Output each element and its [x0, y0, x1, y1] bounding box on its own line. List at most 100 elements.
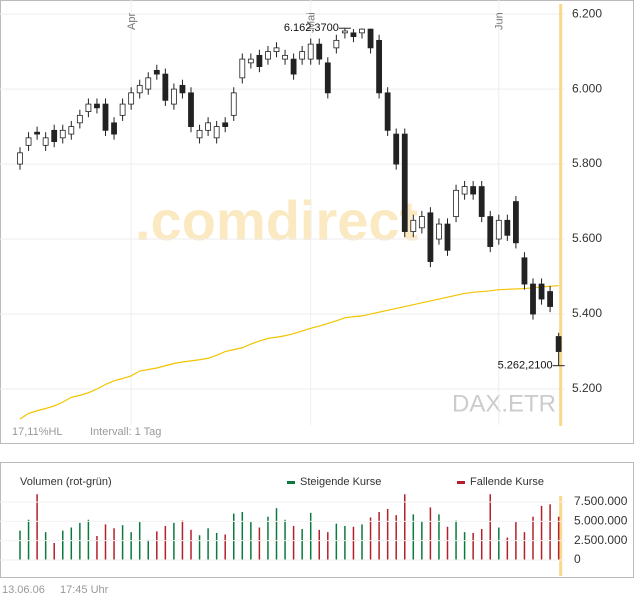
- volume-bar: [344, 525, 346, 560]
- volume-bar: [147, 539, 149, 560]
- candle-body: [547, 291, 553, 307]
- candle-body: [25, 137, 32, 146]
- candle-body: [436, 223, 442, 240]
- moving-average: [19, 284, 559, 420]
- candle-body: [239, 58, 246, 79]
- volume-bar: [335, 523, 338, 560]
- y-tick-label: 0: [574, 552, 581, 566]
- candle-body: [256, 54, 263, 68]
- candle-body: [530, 283, 536, 315]
- legend-swatch: [287, 481, 295, 484]
- volume-bar: [386, 508, 389, 560]
- y-tick-label: 5.600: [572, 231, 602, 245]
- candle-body: [367, 28, 374, 49]
- volume-bar: [19, 530, 21, 560]
- candle-body: [341, 30, 348, 34]
- info-left: 17,11%HL: [12, 426, 63, 438]
- candle-body: [230, 92, 237, 116]
- candle-body: [384, 92, 391, 131]
- volume-bar: [352, 526, 355, 560]
- x-tick-label: Apr: [126, 13, 138, 30]
- legend-swatch: [457, 481, 465, 484]
- volume-bar: [96, 536, 98, 560]
- volume-bar: [275, 508, 278, 560]
- candle-body: [282, 54, 288, 60]
- candle-body: [265, 51, 271, 60]
- candle-body: [205, 122, 212, 131]
- y-tick-label: 2.500.000: [574, 533, 628, 547]
- volume-bar: [62, 530, 64, 560]
- candle-body: [94, 103, 100, 109]
- candle-body: [478, 186, 485, 217]
- candle-body: [136, 84, 143, 94]
- volume-bar: [224, 534, 226, 560]
- candle-body: [350, 32, 357, 38]
- volume-bar: [104, 524, 107, 560]
- candle-body: [495, 219, 502, 240]
- volume-bar: [463, 532, 466, 560]
- footer-date: 13.06.06: [2, 584, 45, 596]
- candle-body: [188, 92, 194, 127]
- volume-bar: [198, 535, 201, 560]
- candle-body: [119, 103, 126, 116]
- candle-body: [247, 58, 254, 64]
- candle-body: [307, 43, 314, 60]
- candle-body: [145, 77, 152, 90]
- candle-body: [153, 69, 160, 75]
- candle-body: [418, 216, 425, 229]
- candle-body: [504, 219, 511, 236]
- volume-bar: [258, 527, 261, 560]
- candle-body: [487, 216, 494, 247]
- symbol: DAX.ETR: [452, 390, 556, 417]
- candle-body: [393, 133, 400, 165]
- y-tick-label: 7.500.000: [574, 494, 628, 508]
- volume-bar: [233, 513, 235, 560]
- volume-bar: [284, 519, 286, 560]
- y-tick-label: 5.400: [572, 306, 602, 320]
- volume-bar: [549, 504, 551, 560]
- candle-body: [513, 201, 519, 244]
- interval: Intervall: 1 Tag: [90, 426, 161, 438]
- watermark: .comdirect: [135, 189, 418, 252]
- candle-body: [299, 51, 306, 60]
- candle-body: [222, 122, 229, 127]
- volume-bar: [27, 519, 30, 560]
- candle-body: [333, 39, 340, 49]
- volume-bar: [241, 512, 244, 560]
- candle-body: [470, 186, 477, 195]
- volume-bar: [70, 527, 73, 560]
- candle-body: [196, 129, 203, 139]
- volume-bar: [480, 529, 483, 560]
- candle-body: [521, 257, 528, 285]
- y-tick-label: 5.200: [572, 381, 602, 395]
- volume-bar: [44, 532, 47, 560]
- candle-body: [17, 152, 23, 165]
- volume-bar: [79, 522, 81, 560]
- volume-bar: [215, 532, 218, 560]
- candle-body: [51, 129, 58, 142]
- volume-bar: [361, 524, 363, 560]
- candle-body: [111, 122, 117, 135]
- x-tick-label: Mai: [306, 12, 318, 30]
- volume-bar: [173, 522, 175, 560]
- volume-bar: [207, 528, 209, 560]
- volume-bar: [395, 515, 397, 560]
- volume-bar: [53, 542, 55, 560]
- candle-body: [410, 219, 417, 232]
- candle-body: [290, 58, 297, 75]
- footer-time: 17:45 Uhr: [60, 584, 109, 596]
- volume-bar: [164, 525, 167, 560]
- candle-body: [128, 92, 135, 105]
- candle-body: [213, 126, 220, 139]
- candle-body: [102, 103, 109, 131]
- x-tick-label: Jun: [494, 12, 506, 30]
- volume-bar: [523, 532, 526, 560]
- candle-body: [316, 43, 323, 60]
- candle-body: [444, 223, 451, 251]
- candle-body: [162, 73, 169, 101]
- volume-bar: [438, 514, 440, 560]
- y-tick-label: 6.200: [572, 6, 602, 20]
- volume-bar: [292, 525, 295, 560]
- candle-body: [76, 114, 83, 124]
